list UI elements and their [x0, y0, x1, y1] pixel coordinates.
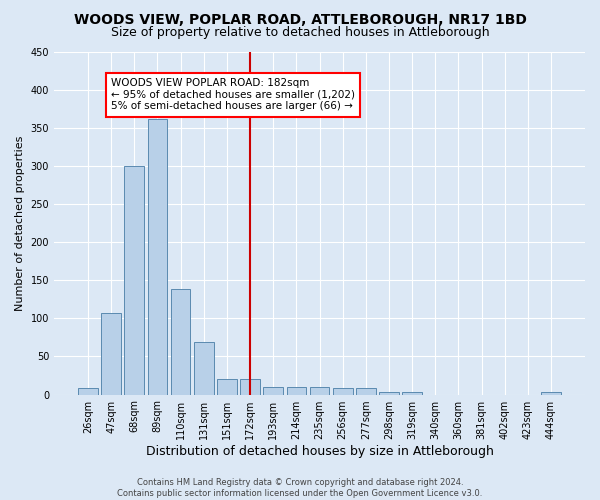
Bar: [148, 118, 167, 394]
Bar: [287, 387, 306, 394]
Bar: [263, 387, 283, 394]
Y-axis label: Number of detached properties: Number of detached properties: [15, 136, 25, 310]
Bar: [124, 166, 144, 394]
Bar: [356, 388, 376, 394]
Bar: [78, 388, 98, 394]
Text: Size of property relative to detached houses in Attleborough: Size of property relative to detached ho…: [110, 26, 490, 39]
Text: WOODS VIEW POPLAR ROAD: 182sqm
← 95% of detached houses are smaller (1,202)
5% o: WOODS VIEW POPLAR ROAD: 182sqm ← 95% of …: [111, 78, 355, 112]
Bar: [217, 380, 237, 394]
Bar: [333, 388, 353, 394]
Bar: [310, 387, 329, 394]
Bar: [240, 380, 260, 394]
Bar: [541, 392, 561, 394]
Bar: [171, 288, 190, 395]
Text: Contains HM Land Registry data © Crown copyright and database right 2024.
Contai: Contains HM Land Registry data © Crown c…: [118, 478, 482, 498]
Bar: [194, 342, 214, 394]
Text: WOODS VIEW, POPLAR ROAD, ATTLEBOROUGH, NR17 1BD: WOODS VIEW, POPLAR ROAD, ATTLEBOROUGH, N…: [74, 12, 526, 26]
X-axis label: Distribution of detached houses by size in Attleborough: Distribution of detached houses by size …: [146, 444, 493, 458]
Bar: [379, 392, 399, 394]
Bar: [101, 313, 121, 394]
Bar: [402, 392, 422, 394]
